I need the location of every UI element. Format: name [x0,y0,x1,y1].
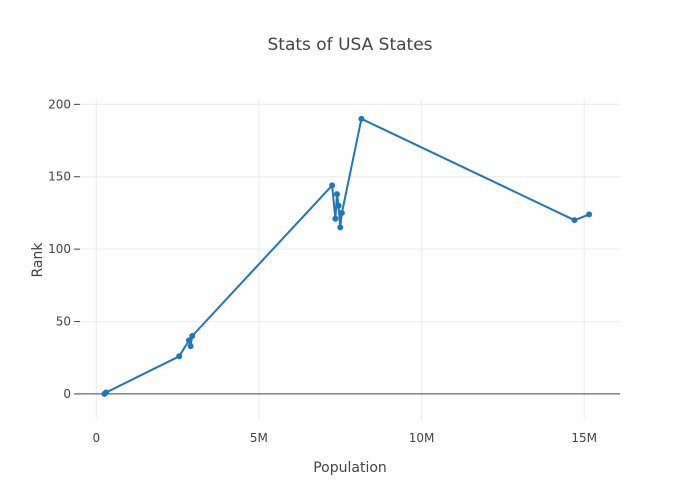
y-tick-label: 0 [63,387,71,401]
data-point[interactable] [586,211,593,218]
y-axis-title: Rank [30,242,46,278]
data-point[interactable] [338,209,345,216]
y-tick-label: 150 [48,170,71,184]
grid-layer [80,100,620,420]
y-tick-label: 200 [48,97,71,111]
data-point[interactable] [332,215,339,222]
data-point[interactable] [358,115,365,122]
x-tick-label: 0 [92,431,100,445]
y-tick-label: 50 [56,315,71,329]
series-line [103,117,590,395]
y-tick-label: 100 [48,242,71,256]
x-tick-label: 10M [409,431,435,445]
data-point[interactable] [103,389,110,396]
data-point[interactable] [571,217,578,224]
axis-layer: 0 5M 10M 15M 0 50 100 150 200 [48,97,597,445]
data-point[interactable] [185,337,192,344]
data-point[interactable] [189,333,196,340]
data-point[interactable] [329,182,336,189]
data-point[interactable] [337,224,344,231]
x-axis-title: Population [313,460,387,476]
data-point[interactable] [187,343,194,350]
data-point[interactable] [333,191,340,198]
series-layer [101,115,593,397]
data-point[interactable] [335,202,342,209]
chart-title: Stats of USA States [267,35,432,55]
x-tick-label: 15M [571,431,597,445]
data-point[interactable] [176,353,183,360]
x-tick-label: 5M [250,431,268,445]
